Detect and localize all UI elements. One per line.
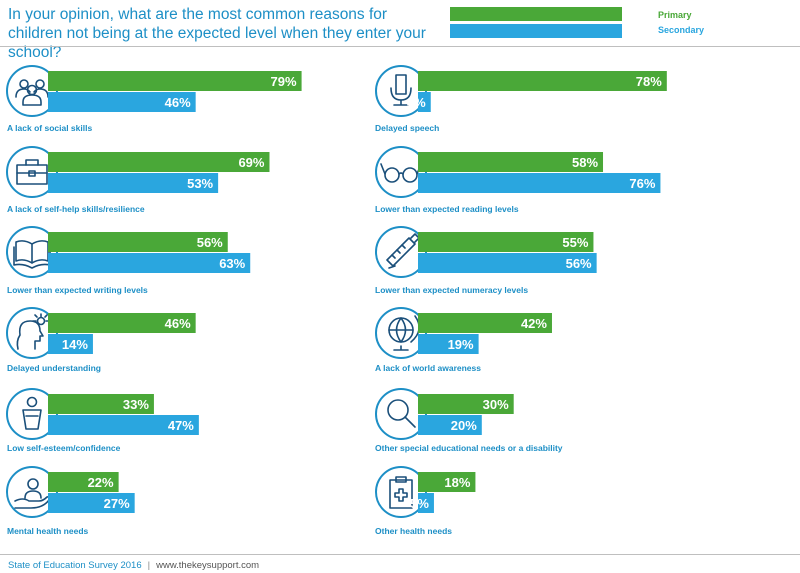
bottom-divider (0, 554, 800, 555)
magnifier-icon (387, 399, 416, 428)
bar-label-secondary-8: 76% (629, 176, 655, 191)
bar-secondary-11 (418, 415, 482, 435)
footer: State of Education Survey 2016 | www.theke… (8, 560, 259, 571)
bar-label-primary-6: 22% (88, 475, 114, 490)
toolbox-icon (16, 159, 48, 185)
footer-url: www.thekeysupport.com (156, 560, 260, 571)
bar-primary-8 (418, 152, 604, 172)
bar-label-secondary-1: 46% (165, 95, 191, 110)
category-label-5: Low self-esteem/confidence (7, 443, 121, 453)
category-label-4: Delayed understanding (7, 363, 101, 373)
bar-secondary-7 (418, 92, 431, 112)
bar-secondary-6 (48, 493, 135, 513)
bar-label-secondary-5: 47% (168, 418, 194, 433)
microphone-icon (390, 74, 412, 106)
bar-primary-5 (48, 394, 154, 414)
medical-clipboard-icon (389, 476, 413, 509)
bar-label-secondary-7: 4% (407, 95, 426, 110)
bar-label-primary-3: 56% (197, 235, 223, 250)
bar-label-secondary-4: 14% (62, 337, 88, 352)
people-icon (15, 79, 49, 106)
bar-secondary-8 (418, 173, 661, 193)
bar-primary-12 (418, 472, 476, 492)
bar-label-primary-1: 79% (271, 74, 297, 89)
lightbulb-head-icon (16, 313, 50, 350)
bar-secondary-4 (48, 334, 93, 354)
bar-secondary-3 (48, 253, 251, 273)
bar-primary-2 (48, 152, 270, 172)
category-label-12: Other health needs (375, 526, 452, 536)
bar-label-primary-12: 18% (444, 475, 470, 490)
bar-secondary-2 (48, 173, 219, 193)
legend-swatch-primary (450, 7, 622, 21)
bar-secondary-12 (418, 493, 434, 513)
bar-label-secondary-3: 63% (219, 256, 245, 271)
bar-label-primary-7: 78% (636, 74, 662, 89)
category-label-7: Delayed speech (375, 123, 439, 133)
bar-primary-1 (48, 71, 302, 91)
category-label-2: A lack of self-help skills/resilience (7, 204, 145, 214)
bar-secondary-10 (418, 334, 479, 354)
category-label-6: Mental health needs (7, 526, 89, 536)
bar-primary-6 (48, 472, 119, 492)
bar-primary-9 (418, 232, 594, 252)
bar-primary-3 (48, 232, 228, 252)
category-label-11: Other special educational needs or a dis… (375, 443, 563, 453)
bar-label-primary-11: 30% (483, 397, 509, 412)
bar-primary-11 (418, 394, 514, 414)
legend-label-secondary: Secondary (658, 25, 705, 35)
bar-label-primary-8: 58% (572, 155, 598, 170)
category-label-8: Lower than expected reading levels (375, 204, 519, 214)
legend-swatch-secondary (450, 24, 622, 38)
category-label-1: A lack of social skills (7, 123, 92, 133)
bar-primary-7 (418, 71, 667, 91)
chart-title: In your opinion, what are the most commo… (8, 6, 426, 61)
bar-label-primary-2: 69% (238, 155, 264, 170)
top-divider (0, 46, 800, 47)
category-label-3: Lower than expected writing levels (7, 285, 148, 295)
bar-label-secondary-11: 20% (451, 418, 477, 433)
bar-secondary-5 (48, 415, 199, 435)
bar-secondary-9 (418, 253, 597, 273)
bar-label-secondary-12: 5% (410, 496, 429, 511)
bar-label-primary-4: 46% (165, 316, 191, 331)
category-label-9: Lower than expected numeracy levels (375, 285, 528, 295)
bar-label-primary-10: 42% (521, 316, 547, 331)
legend-label-primary: Primary (658, 10, 692, 20)
footer-survey: State of Education Survey 2016 (8, 560, 142, 571)
bar-label-secondary-2: 53% (187, 176, 213, 191)
bar-primary-10 (418, 313, 552, 333)
hand-person-icon (14, 478, 51, 509)
podium-icon (22, 396, 42, 430)
footer-separator: | (147, 560, 151, 571)
bar-label-primary-9: 55% (562, 235, 588, 250)
bar-label-secondary-9: 56% (566, 256, 592, 271)
bar-label-primary-5: 33% (123, 397, 149, 412)
bar-label-secondary-10: 19% (448, 337, 474, 352)
category-label-10: A lack of world awareness (375, 363, 481, 373)
pencil-ruler-icon (386, 233, 420, 269)
bar-secondary-1 (48, 92, 196, 112)
bar-label-secondary-6: 27% (104, 496, 130, 511)
bar-primary-4 (48, 313, 196, 333)
